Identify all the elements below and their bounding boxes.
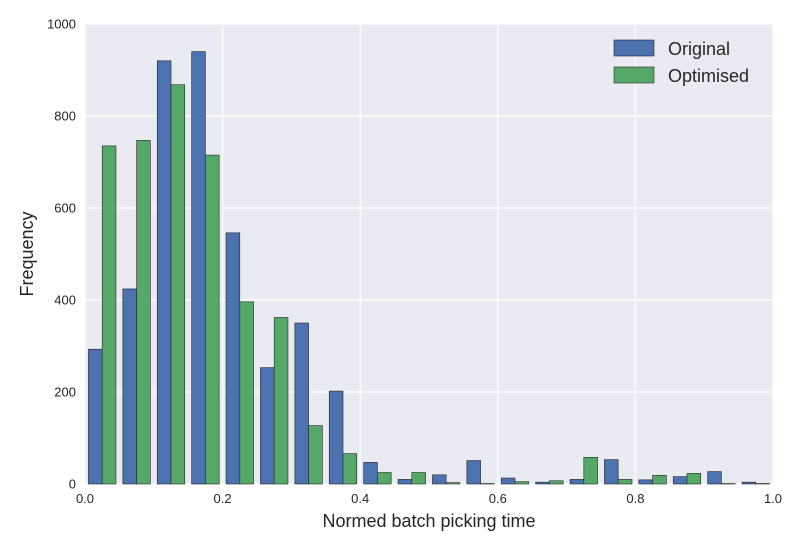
bar-original <box>122 288 137 485</box>
bar-original <box>741 481 757 485</box>
bar-original <box>225 232 241 485</box>
bars-group <box>88 51 770 485</box>
x-tick-label: 0.2 <box>214 491 232 506</box>
bar-optimised <box>101 145 117 485</box>
bar-optimised <box>652 474 667 485</box>
x-tick-label: 0.0 <box>76 491 94 506</box>
x-tick-labels: 0.0 0.2 0.4 0.6 0.8 1.0 <box>76 491 782 506</box>
bar-optimised <box>205 154 220 485</box>
bar-optimised <box>308 425 323 485</box>
y-tick-label: 400 <box>54 293 76 308</box>
legend: Original Optimised <box>613 39 749 86</box>
bar-original <box>156 60 172 485</box>
bar-optimised <box>136 140 151 485</box>
y-tick-labels: 0 200 400 600 800 1000 <box>47 17 76 492</box>
bar-original <box>328 390 344 485</box>
y-tick-label: 600 <box>54 201 76 216</box>
bar-optimised <box>445 482 461 485</box>
bar-original <box>672 476 688 485</box>
bar-original <box>638 479 653 485</box>
bar-optimised <box>686 473 702 485</box>
legend-swatch-optimised <box>613 66 655 84</box>
bar-original <box>363 462 378 485</box>
x-axis-label: Normed batch picking time <box>322 511 535 531</box>
bar-optimised <box>170 84 186 485</box>
bar-optimised <box>617 479 633 485</box>
bar-optimised <box>583 457 598 485</box>
bar-optimised <box>514 481 530 485</box>
bar-original <box>260 367 275 485</box>
bar-original <box>294 322 309 485</box>
bar-optimised <box>377 472 392 485</box>
legend-label-optimised: Optimised <box>668 66 749 86</box>
legend-swatch-original <box>613 39 655 57</box>
y-tick-label: 1000 <box>47 17 76 32</box>
bar-optimised <box>273 317 289 485</box>
bar-original <box>535 481 550 485</box>
bar-optimised <box>549 480 564 485</box>
bar-original <box>191 51 206 485</box>
bar-original <box>500 477 516 485</box>
bar-optimised <box>239 301 254 485</box>
x-tick-label: 0.6 <box>489 491 507 506</box>
x-tick-label: 1.0 <box>764 491 782 506</box>
bar-original <box>466 460 481 485</box>
x-tick-label: 0.4 <box>351 491 369 506</box>
bar-original <box>432 474 447 485</box>
x-tick-label: 0.8 <box>626 491 644 506</box>
bar-optimised <box>342 453 358 485</box>
bar-original <box>397 479 413 485</box>
bar-original <box>569 479 585 485</box>
y-axis-label: Frequency <box>17 211 37 296</box>
y-tick-label: 200 <box>54 385 76 400</box>
bar-original <box>707 471 722 485</box>
bar-original <box>88 348 103 485</box>
y-tick-label: 800 <box>54 109 76 124</box>
bar-original <box>604 459 619 485</box>
legend-label-original: Original <box>668 39 730 59</box>
bar-optimised <box>411 472 426 485</box>
y-tick-label: 0 <box>69 477 76 492</box>
plot-area <box>85 24 773 484</box>
